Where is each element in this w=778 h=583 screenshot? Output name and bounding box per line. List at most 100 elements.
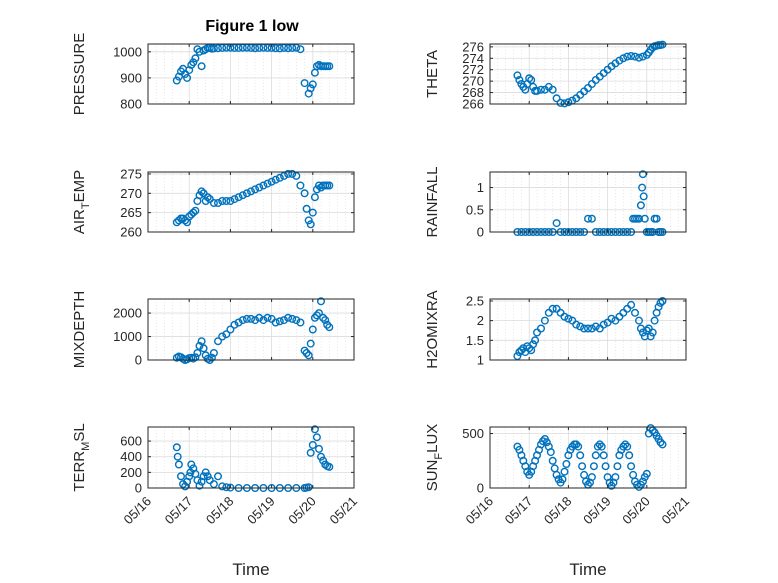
axes-background [490, 172, 686, 232]
data-point [578, 462, 587, 471]
data-point [304, 216, 313, 225]
data-point [242, 314, 251, 323]
axes-background [148, 299, 354, 360]
data-point [226, 325, 235, 334]
x-tick-label: 05/16 [463, 494, 497, 528]
data-point [310, 193, 319, 202]
data-point [255, 43, 264, 52]
data-point [548, 304, 557, 313]
data-point [263, 43, 272, 52]
y-tick-label: 265 [120, 205, 142, 220]
data-point [325, 181, 334, 190]
data-point [595, 440, 604, 449]
data-point [317, 297, 326, 306]
data-point [306, 448, 315, 457]
data-point [207, 353, 216, 362]
data-point [533, 86, 542, 95]
data-point [638, 328, 647, 337]
data-point [174, 460, 183, 469]
data-point [639, 192, 648, 201]
data-point [315, 444, 324, 453]
data-point [315, 309, 324, 318]
axes-box [147, 426, 355, 489]
data-point [296, 181, 305, 190]
x-tick-label: 05/20 [619, 494, 653, 528]
data-point [280, 316, 289, 325]
data-point [654, 302, 663, 311]
data-point [546, 448, 555, 457]
y-tick-label: 0 [477, 225, 484, 240]
data-point [599, 320, 608, 329]
data-point [540, 316, 549, 325]
data-point [635, 53, 644, 62]
data-point [218, 482, 227, 491]
data-point [325, 62, 334, 71]
data-point [203, 193, 212, 202]
data-point [527, 75, 536, 84]
data-point [607, 314, 616, 323]
data-point [323, 320, 332, 329]
data-point [638, 477, 647, 486]
data-point [325, 462, 334, 471]
data-point [584, 214, 593, 223]
data-point [638, 52, 647, 61]
y-tick-label: 600 [120, 434, 142, 449]
data-point [189, 58, 198, 67]
data-point [197, 187, 206, 196]
axes-background [490, 299, 686, 360]
data-point [552, 219, 561, 228]
data-point [218, 332, 227, 341]
data-point [613, 462, 622, 471]
data-point [218, 43, 227, 52]
data-point [611, 473, 620, 482]
data-point [280, 43, 289, 52]
data-point [317, 452, 326, 461]
data-point [300, 189, 309, 198]
data-point [627, 462, 636, 471]
data-point [213, 198, 222, 207]
data-point [656, 438, 665, 447]
data-point [542, 438, 551, 447]
data-point [209, 349, 218, 358]
y-axis-label: RAINFALL [424, 167, 441, 238]
y-tick-label: 1000 [113, 329, 142, 344]
data-point [195, 341, 204, 350]
data-point [515, 75, 524, 84]
data-point [284, 313, 293, 322]
data-point [652, 214, 661, 223]
data-point [230, 320, 239, 329]
data-point [529, 340, 538, 349]
data-point [308, 325, 317, 334]
data-point [284, 44, 293, 53]
data-point [304, 483, 313, 492]
y-tick-label: 200 [120, 465, 142, 480]
data-point [234, 193, 243, 202]
data-point [306, 339, 315, 348]
data-point [308, 80, 317, 89]
data-point [552, 304, 561, 313]
data-point [574, 442, 583, 451]
data-point [623, 52, 632, 61]
data-point [572, 440, 581, 449]
data-point [513, 71, 522, 80]
data-point [533, 328, 542, 337]
y-tick-label: 266 [462, 97, 484, 112]
data-point [242, 189, 251, 198]
data-point [193, 349, 202, 358]
axes-background [490, 44, 686, 104]
data-point [621, 440, 630, 449]
y-axis-label: THETA [424, 50, 441, 98]
data-point [587, 473, 596, 482]
data-point [646, 424, 655, 433]
data-point [218, 196, 227, 205]
y-tick-label: 0 [135, 353, 142, 368]
data-point [234, 318, 243, 327]
y-axis-label: H2OMIXRA [424, 290, 441, 368]
data-point [292, 316, 301, 325]
y-tick-label: 272 [462, 62, 484, 77]
y-tick-label: 2 [477, 313, 484, 328]
data-point [213, 44, 222, 53]
axes-box [489, 298, 687, 361]
